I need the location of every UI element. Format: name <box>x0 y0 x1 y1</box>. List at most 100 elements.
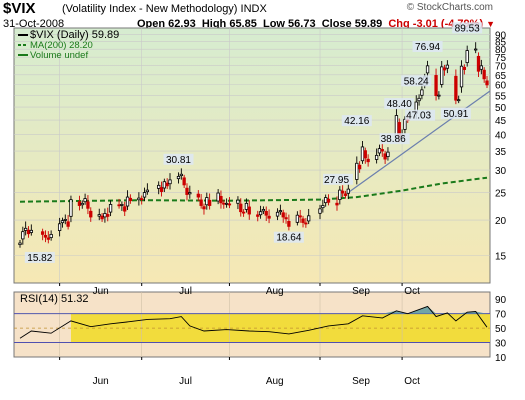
candle-body <box>459 65 464 88</box>
candle-body <box>485 80 489 86</box>
candle-body <box>278 210 283 213</box>
candle-body <box>307 215 311 222</box>
candle-body <box>80 202 84 206</box>
annotation-bg <box>452 22 483 34</box>
candle-body <box>241 211 246 214</box>
candle-body <box>465 50 469 63</box>
rsi-grid <box>59 292 403 357</box>
price-tick-label: 20 <box>495 216 507 227</box>
candle-body <box>222 202 226 205</box>
price-tick-label: 25 <box>495 189 507 200</box>
month-label-top: Jul <box>179 286 192 297</box>
rsi-tick-label: 50 <box>495 324 507 335</box>
price-tick-label: 85 <box>495 38 507 49</box>
candle-body <box>244 202 249 210</box>
candle-body <box>437 94 441 97</box>
rsi-y-axis: 10 30 50 70 90 <box>495 295 507 364</box>
candle-body <box>341 190 345 194</box>
price-tick-label: 45 <box>495 116 507 127</box>
annotation-label: 18.64 <box>276 233 301 244</box>
annotation-label: 30.81 <box>166 155 191 166</box>
candle-body <box>374 154 379 160</box>
price-tick-label: 35 <box>495 147 507 158</box>
candle-body <box>474 48 478 51</box>
candle-body <box>462 66 467 70</box>
annotation-label: 47.03 <box>406 111 431 122</box>
candle-body <box>108 204 113 213</box>
rsi-tick-label: 70 <box>495 310 507 321</box>
candle-body <box>346 188 350 194</box>
candle-body <box>142 192 147 198</box>
candle-body <box>454 75 458 101</box>
candle-body <box>417 97 421 102</box>
candle-body <box>29 229 33 233</box>
candle-body <box>69 199 73 217</box>
price-tick-label: 65 <box>495 71 507 82</box>
candle-body <box>457 99 461 102</box>
annotation-bg <box>24 251 55 263</box>
annotation-bg <box>401 75 432 87</box>
price-tick-label: 75 <box>495 53 507 64</box>
price-annotations: 15.82 30.81 18.64 27.95 42.16 38.86 47.0348.40… <box>24 22 483 264</box>
candle-body <box>335 202 339 206</box>
candle-body <box>199 199 203 206</box>
candle-body <box>360 146 365 162</box>
price-tick-label: 60 <box>495 81 507 92</box>
candle-body <box>106 214 110 217</box>
high-value: High 65.85 <box>201 18 257 30</box>
candle-body <box>165 182 169 187</box>
candle-body <box>97 214 101 217</box>
candle-body <box>264 211 268 216</box>
candle-body <box>366 158 370 163</box>
candle-body <box>298 215 302 218</box>
annotation-bg <box>405 109 436 121</box>
candle-body <box>205 197 209 206</box>
annotation-label: 42.16 <box>344 116 369 127</box>
candle-body <box>281 212 285 218</box>
annotation-bg <box>163 153 194 165</box>
candle-body <box>479 65 483 70</box>
candle-body <box>168 179 172 185</box>
candle-body <box>125 196 130 207</box>
month-label-bottom: Jun <box>93 376 109 387</box>
price-tick-label: 50 <box>495 103 507 114</box>
annotation-label: 48.40 <box>387 99 412 110</box>
candle-body <box>176 175 181 180</box>
candle-body <box>117 204 121 207</box>
price-tick-label: 15 <box>495 251 507 262</box>
candle-body <box>227 203 232 206</box>
annotation-label: 50.91 <box>443 109 468 120</box>
rsi-plot <box>19 305 488 339</box>
month-label-top: Aug <box>266 286 284 297</box>
symbol-subtitle: (Volatility Index - New Methodology) IND… <box>62 3 267 15</box>
price-tick-label: 55 <box>495 91 507 102</box>
candle-body <box>77 201 82 206</box>
candle-body <box>140 198 144 201</box>
candle-body <box>43 234 48 238</box>
x-axis: Jun Jun Jul Jul Aug Aug Sep Sep Oct Oct <box>59 286 420 387</box>
candle-body <box>157 184 161 189</box>
candle-body <box>256 214 260 217</box>
candle-body <box>89 210 93 218</box>
candle-body <box>24 227 28 231</box>
annotation-label: 27.95 <box>324 175 349 186</box>
candle-body <box>60 220 65 224</box>
candle-body <box>46 237 50 240</box>
candle-body <box>383 153 387 160</box>
brand-watermark: © StockCharts.com <box>406 2 493 13</box>
candle-body <box>355 162 359 180</box>
annotation-bg <box>440 107 471 119</box>
candle-body <box>338 189 342 200</box>
month-label-bottom: Oct <box>404 376 420 387</box>
annotation-label: 58.24 <box>404 76 429 87</box>
legend-entry: $VIX (Daily) 59.89 <box>30 29 119 41</box>
candle-body <box>275 211 280 217</box>
month-label-bottom: Sep <box>352 376 370 387</box>
candle-body <box>258 211 263 216</box>
candle-body <box>159 187 164 192</box>
candle-body <box>21 231 25 240</box>
annotation-label: 89.53 <box>455 23 480 34</box>
candle-body <box>57 223 62 231</box>
annotation-bg <box>379 133 410 145</box>
